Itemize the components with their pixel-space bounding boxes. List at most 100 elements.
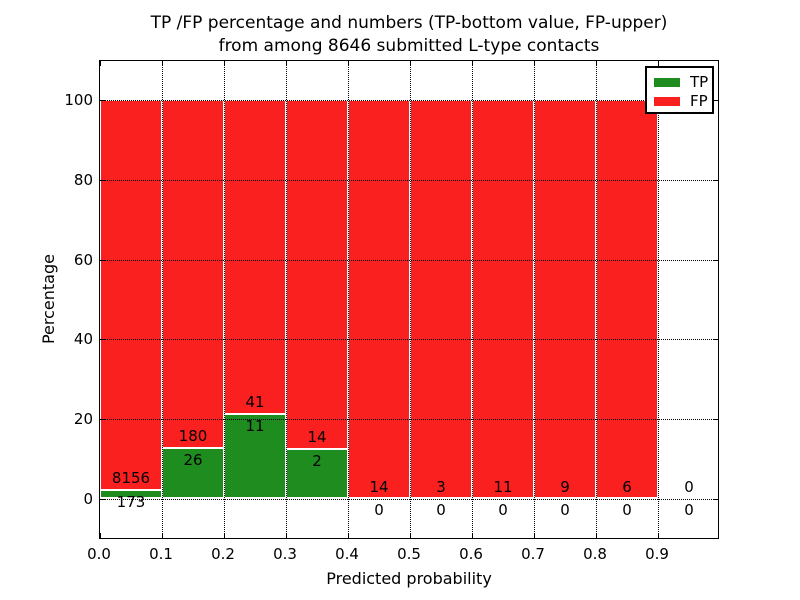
y-axis-tick: [100, 498, 105, 500]
fp-bar: [472, 100, 534, 499]
tp-count-label: 26: [183, 451, 203, 470]
x-axis-tick: [472, 61, 473, 66]
fp-bar: [534, 100, 596, 499]
tp-count-label: 11: [245, 417, 265, 436]
gridline-horizontal: [100, 179, 718, 181]
x-axis-tick: [658, 533, 659, 538]
legend-entry-fp: FP: [647, 92, 712, 111]
x-tick-label: 0.0: [87, 545, 111, 563]
y-tick-label: 0: [83, 489, 93, 508]
fp-count-label: 41: [245, 393, 265, 412]
y-tick-label: 20: [73, 409, 93, 428]
x-axis-tick: [534, 533, 535, 538]
y-axis-tick: [100, 100, 105, 102]
x-axis-tick: [348, 61, 349, 66]
fp-count-label: 180: [178, 427, 208, 446]
y-tick-label: 40: [73, 330, 93, 349]
x-axis-tick: [162, 533, 163, 538]
x-axis-tick: [348, 533, 349, 538]
tp-count-label: 2: [312, 451, 322, 470]
gridline-vertical: [596, 61, 597, 538]
tp-bar: [286, 448, 348, 499]
x-axis-tick: [596, 533, 597, 538]
fp-bar: [596, 100, 658, 499]
x-tick-label: 0.3: [273, 545, 297, 563]
legend-fp-label: FP: [690, 92, 708, 110]
gridline-horizontal: [100, 259, 718, 261]
fp-count-label: 6: [622, 477, 632, 496]
x-axis-tick: [658, 61, 659, 66]
y-axis-tick: [100, 179, 105, 181]
tp-count-label: 0: [498, 501, 508, 520]
x-tick-label: 0.1: [149, 545, 173, 563]
y-axis-tick: [713, 259, 718, 261]
x-tick-label: 0.6: [459, 545, 483, 563]
y-axis-tick: [100, 339, 105, 341]
chart-title-line2: from among 8646 submitted L-type contact…: [218, 36, 600, 56]
y-axis-tick: [713, 418, 718, 420]
y-axis-tick: [713, 100, 718, 102]
x-tick-label: 0.5: [397, 545, 421, 563]
x-axis-tick: [162, 61, 163, 66]
y-tick-label: 80: [73, 170, 93, 189]
fp-bar: [162, 100, 224, 449]
x-tick-label: 0.9: [645, 545, 669, 563]
gridline-horizontal: [100, 339, 718, 341]
y-tick-label: 60: [73, 250, 93, 269]
fp-bar: [100, 100, 162, 491]
gridline-vertical: [534, 61, 535, 538]
fp-count-label: 0: [684, 477, 694, 496]
chart-title: TP /FP percentage and numbers (TP-bottom…: [99, 12, 719, 58]
fp-bar: [410, 100, 472, 499]
tp-count-label: 0: [684, 501, 694, 520]
gridline-vertical: [472, 61, 473, 538]
x-tick-label: 0.2: [211, 545, 235, 563]
y-axis-tick: [713, 179, 718, 181]
y-axis-tick: [713, 339, 718, 341]
fp-count-label: 3: [436, 477, 446, 496]
fp-bar: [348, 100, 410, 499]
tp-bar: [100, 490, 162, 499]
x-axis-tick: [596, 61, 597, 66]
gridline-horizontal: [100, 418, 718, 420]
gridline-vertical: [224, 61, 225, 538]
x-tick-label: 0.7: [521, 545, 545, 563]
tp-count-label: 0: [436, 501, 446, 520]
x-axis-tick: [534, 61, 535, 66]
x-axis-tick: [224, 533, 225, 538]
tp-count-label: 173: [116, 493, 146, 512]
x-tick-label: 0.8: [583, 545, 607, 563]
fp-count-label: 8156: [111, 469, 151, 488]
tp-bar: [162, 448, 224, 499]
y-axis-label: Percentage: [39, 254, 58, 345]
y-tick-label: 100: [64, 91, 93, 110]
fp-count-label: 11: [493, 477, 513, 496]
y-axis-tick: [100, 418, 105, 420]
plot-area: 8156 173 180 26 41 11 14 2 14 0 3 0 11 0 9 0 6 0 0 0: [99, 60, 719, 539]
gridline-vertical: [286, 61, 287, 538]
gridline-horizontal: [100, 498, 718, 500]
gridline-horizontal: [100, 100, 718, 102]
legend: TP FP: [645, 66, 714, 114]
fp-count-label: 14: [369, 477, 389, 496]
gridline-vertical: [658, 61, 659, 538]
fp-count-label: 9: [560, 477, 570, 496]
legend-tp-swatch: [654, 78, 680, 87]
legend-fp-swatch: [654, 97, 680, 106]
tp-count-label: 0: [374, 501, 384, 520]
fp-bar: [286, 100, 348, 449]
x-tick-label: 0.4: [335, 545, 359, 563]
tp-count-label: 0: [622, 501, 632, 520]
y-axis-tick: [100, 259, 105, 261]
x-axis-tick: [410, 533, 411, 538]
x-axis-tick: [100, 533, 101, 538]
x-axis-tick: [410, 61, 411, 66]
x-axis-tick: [224, 61, 225, 66]
gridline-vertical: [348, 61, 349, 538]
fp-count-label: 14: [307, 427, 327, 446]
x-axis-tick: [286, 533, 287, 538]
chart-title-line1: TP /FP percentage and numbers (TP-bottom…: [150, 13, 668, 33]
tp-count-label: 0: [560, 501, 570, 520]
x-axis-tick: [286, 61, 287, 66]
y-axis-tick: [713, 498, 718, 500]
